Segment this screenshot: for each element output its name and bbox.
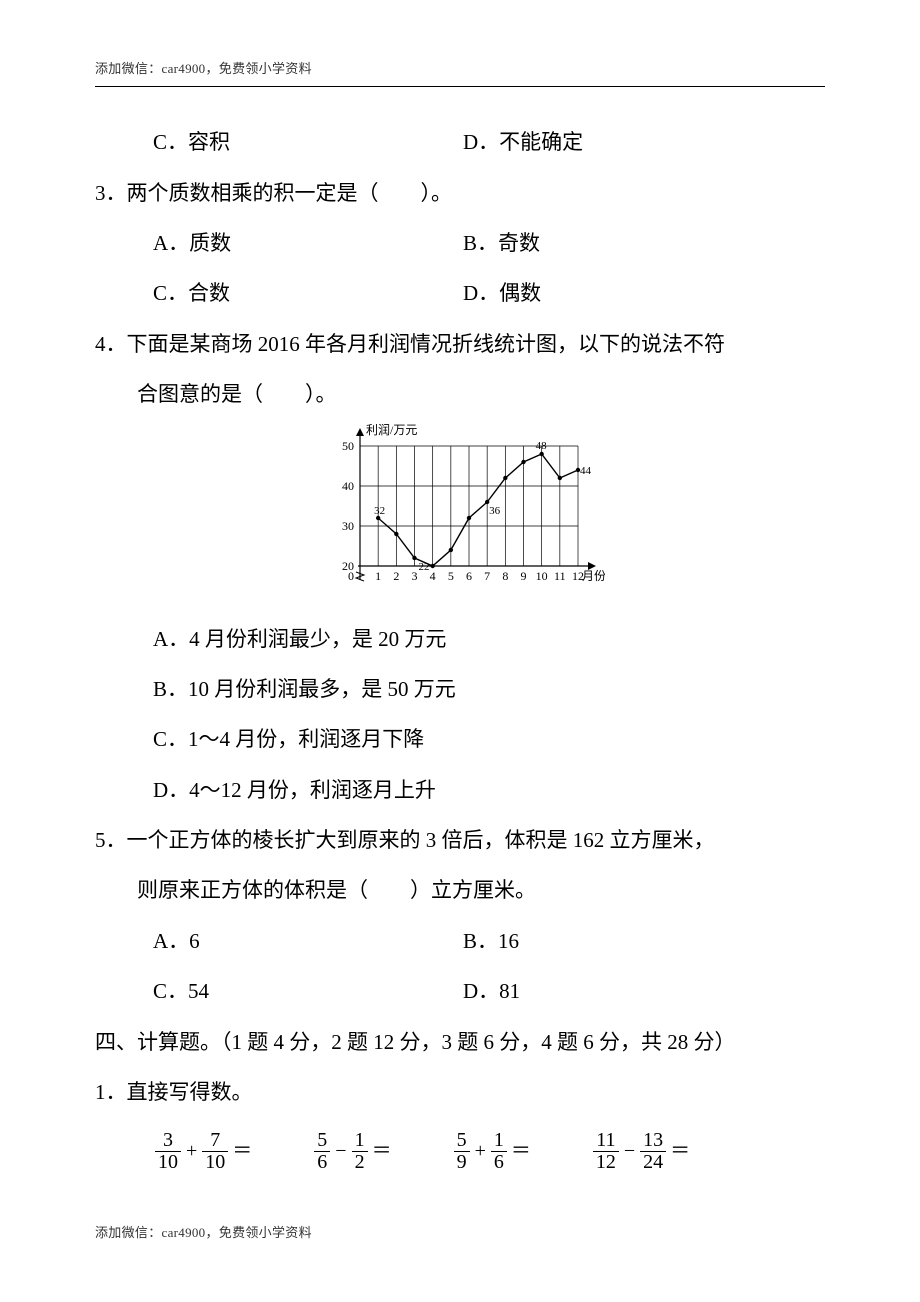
q4-stem-line1: 4．下面是某商场 2016 年各月利润情况折线统计图，以下的说法不符 [95,319,825,369]
fraction-expression: 59+16＝ [452,1127,531,1175]
svg-text:9: 9 [521,569,527,583]
fraction-expression: 1112−1324＝ [591,1127,690,1175]
q5-option-b-text: 16 [498,929,519,953]
svg-text:48: 48 [536,440,548,452]
svg-text:0: 0 [348,569,354,583]
q3-option-c: C．合数 [153,268,463,318]
svg-text:11: 11 [554,569,566,583]
svg-text:36: 36 [489,505,501,517]
page-content: C．容积 D．不能确定 3．两个质数相乘的积一定是（ ）。 A．质数 B．奇数 … [95,117,825,1175]
svg-text:6: 6 [466,569,472,583]
fraction-expression: 56−12＝ [312,1127,391,1175]
q4-stem-line2: 合图意的是（ ）。 [95,369,825,419]
q5-option-row-ab: A．6 B．16 [95,916,825,966]
q4-line-chart: 504030200123456789101112利润/万元月份322236484… [315,424,605,604]
svg-text:2: 2 [393,569,399,583]
calc1-fraction-row: 310+710＝ 56−12＝ 59+16＝ 1112−1324＝ [95,1127,825,1175]
q3-option-row-cd: C．合数 D．偶数 [95,268,825,318]
q3-option-b: B．奇数 [463,218,540,268]
q2-option-c: C．容积 [153,117,463,167]
calc1-stem: 1．直接写得数。 [95,1067,825,1117]
svg-text:30: 30 [342,519,354,533]
svg-text:32: 32 [374,505,385,517]
svg-text:44: 44 [580,465,592,477]
q3-option-c-text: 合数 [188,281,230,305]
svg-text:10: 10 [536,569,548,583]
section4-heading: 四、计算题。（1 题 4 分，2 题 12 分，3 题 6 分，4 题 6 分，… [95,1017,825,1067]
footer-note: 添加微信：car4900，免费领小学资料 [95,1224,312,1242]
q5-option-c-text: 54 [188,979,209,1003]
q4-option-a: A．4 月份利润最少，是 20 万元 [95,614,825,664]
q3-option-d-text: 偶数 [499,281,541,305]
q3-option-a-text: 质数 [189,231,231,255]
q5-option-a-text: 6 [189,929,200,953]
q4-chart-container: 504030200123456789101112利润/万元月份322236484… [95,424,825,604]
svg-text:7: 7 [484,569,490,583]
q5-option-c: C．54 [153,966,463,1016]
q2-option-c-text: 容积 [188,130,230,154]
q4-option-c: C．1～4 月份，利润逐月下降 [95,714,825,764]
q5-stem-line1: 5．一个正方体的棱长扩大到原来的 3 倍后，体积是 162 立方厘米， [95,815,825,865]
q5-option-row-cd: C．54 D．81 [95,966,825,1016]
q5-option-d: D．81 [463,966,520,1016]
q3-option-d: D．偶数 [463,268,541,318]
svg-text:月份: 月份 [582,569,605,583]
q5-option-d-text: 81 [499,979,520,1003]
svg-text:3: 3 [412,569,418,583]
svg-text:8: 8 [502,569,508,583]
q2-option-d-text: 不能确定 [499,130,583,154]
svg-text:40: 40 [342,479,354,493]
svg-text:5: 5 [448,569,454,583]
header-note: 添加微信：car4900，免费领小学资料 [95,60,825,78]
q2-option-row-cd: C．容积 D．不能确定 [95,117,825,167]
q3-option-row-ab: A．质数 B．奇数 [95,218,825,268]
svg-text:4: 4 [430,569,436,583]
q2-option-d: D．不能确定 [463,117,583,167]
svg-text:1: 1 [375,569,381,583]
svg-text:利润/万元: 利润/万元 [366,424,417,437]
q3-stem: 3．两个质数相乘的积一定是（ ）。 [95,168,825,218]
q5-stem-line2: 则原来正方体的体积是（ ）立方厘米。 [95,865,825,915]
fraction-expression: 310+710＝ [153,1127,252,1175]
q5-option-b: B．16 [463,916,519,966]
q4-option-d: D．4～12 月份，利润逐月上升 [95,765,825,815]
q5-option-a: A．6 [153,916,463,966]
svg-text:50: 50 [342,439,354,453]
q4-option-b: B．10 月份利润最多，是 50 万元 [95,664,825,714]
q3-option-b-text: 奇数 [498,231,540,255]
q3-option-a: A．质数 [153,218,463,268]
svg-text:22: 22 [419,561,430,573]
header-rule [95,86,825,87]
